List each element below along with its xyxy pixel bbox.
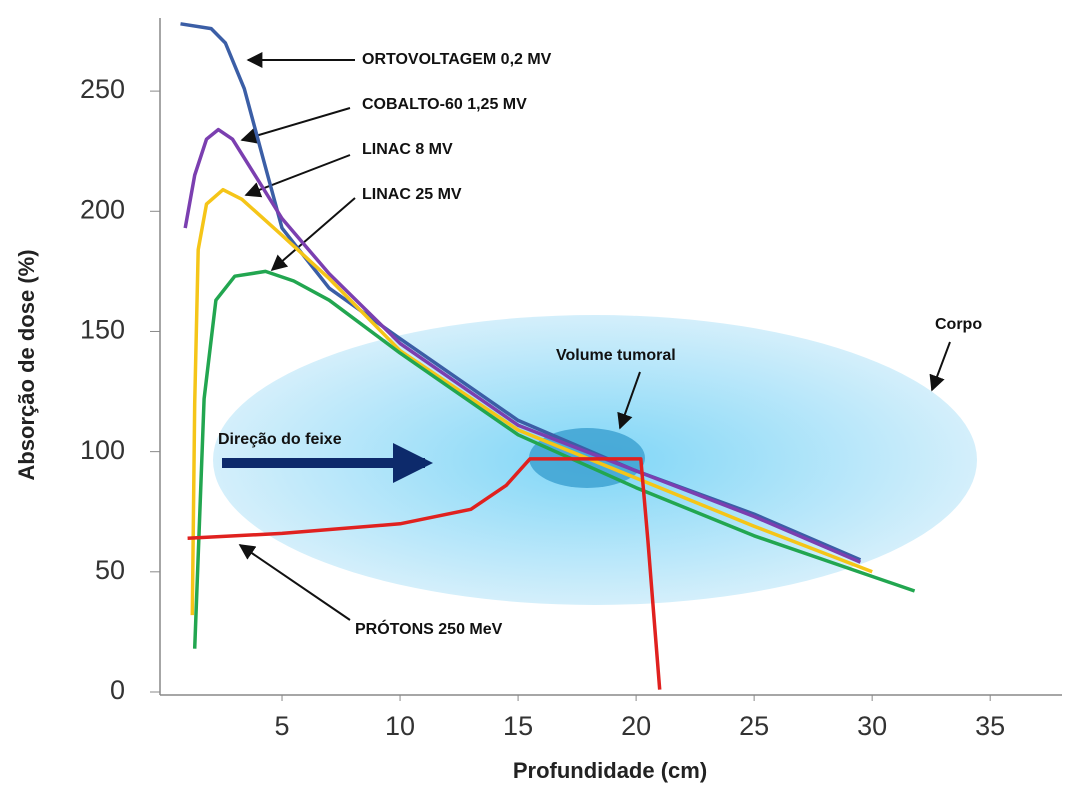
x-tick-label: 10 xyxy=(385,711,415,741)
y-tick-label: 250 xyxy=(80,74,125,104)
y-axis-title: Absorção de dose (%) xyxy=(14,249,39,480)
x-axis-title: Profundidade (cm) xyxy=(513,758,707,783)
annotation: Direção do feixe xyxy=(218,431,342,448)
annotation: Corpo xyxy=(935,316,982,333)
x-tick-label: 15 xyxy=(503,711,533,741)
y-tick-label: 100 xyxy=(80,435,125,465)
y-tick-label: 50 xyxy=(95,555,125,585)
y-tick-label: 150 xyxy=(80,315,125,345)
x-tick-label: 35 xyxy=(975,711,1005,741)
x-tick-label: 25 xyxy=(739,711,769,741)
x-tick-label: 30 xyxy=(857,711,887,741)
annotation: Volume tumoral xyxy=(556,347,676,364)
x-tick-label: 20 xyxy=(621,711,651,741)
series-label: PRÓTONS 250 MeV xyxy=(355,619,503,638)
arrow xyxy=(932,342,950,390)
y-tick-label: 0 xyxy=(110,675,125,705)
chart: Profundidade (cm) Absorção de dose (%) C… xyxy=(0,0,1076,787)
series-label: LINAC 8 MV xyxy=(362,141,453,158)
series-label: ORTOVOLTAGEM 0,2 MV xyxy=(362,51,552,68)
y-tick-label: 200 xyxy=(80,194,125,224)
series-label: LINAC 25 MV xyxy=(362,186,462,203)
series-label: COBALTO-60 1,25 MV xyxy=(362,96,527,113)
x-tick-label: 5 xyxy=(275,711,290,741)
